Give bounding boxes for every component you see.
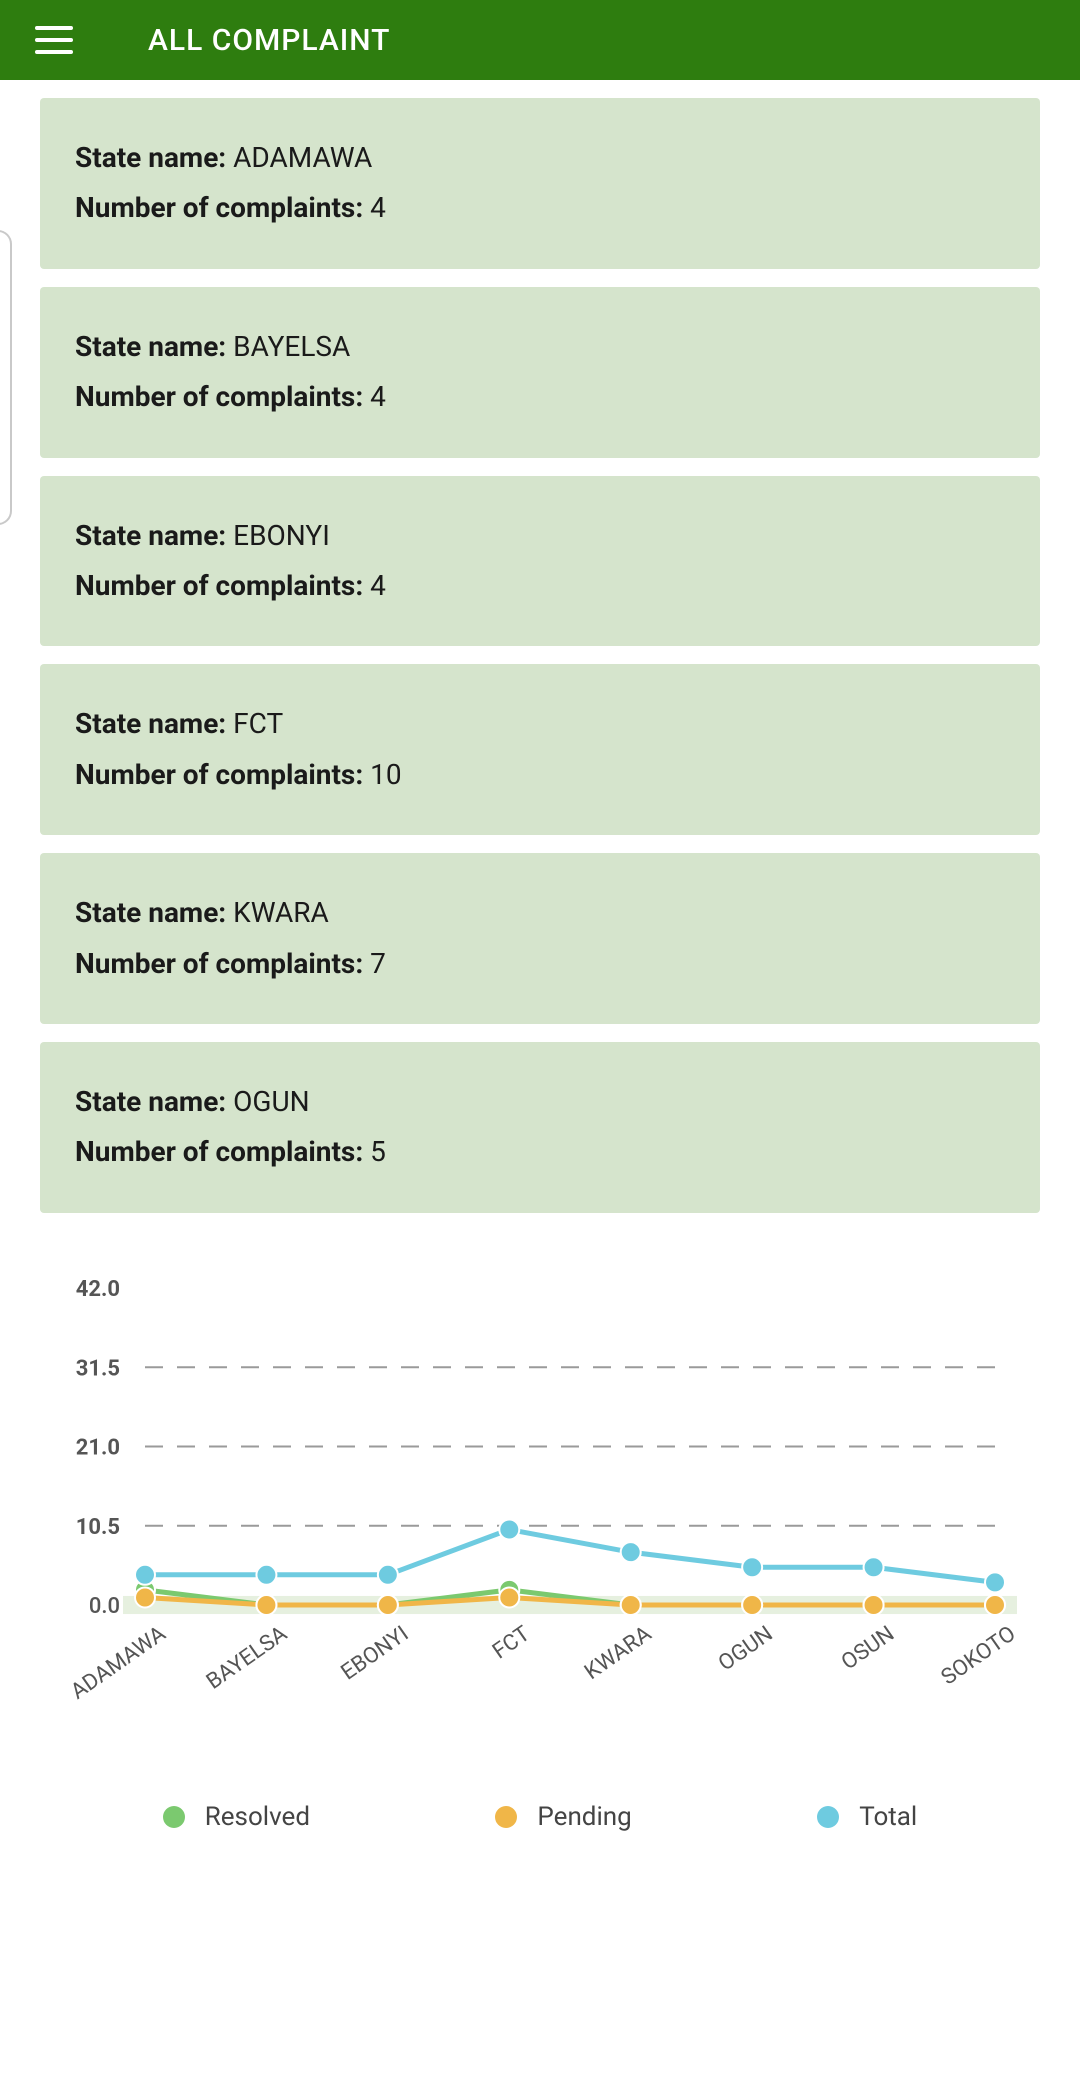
legend-label: Total	[859, 1802, 917, 1832]
complaint-count-line: Number of complaints: 4	[75, 183, 1005, 233]
svg-text:SOKOTO: SOKOTO	[937, 1621, 1021, 1690]
svg-text:OSUN: OSUN	[837, 1621, 899, 1675]
state-name-line: State name: KWARA	[75, 888, 1005, 938]
legend-pending: Pending	[495, 1802, 631, 1832]
page-title: ALL COMPLAINT	[148, 23, 390, 58]
svg-text:31.5: 31.5	[76, 1356, 120, 1381]
state-name-line: State name: EBONYI	[75, 511, 1005, 561]
state-card[interactable]: State name: EBONYINumber of complaints: …	[40, 476, 1040, 647]
complaint-count-line: Number of complaints: 7	[75, 939, 1005, 989]
complaint-count-line: Number of complaints: 5	[75, 1127, 1005, 1177]
svg-text:KWARA: KWARA	[580, 1621, 656, 1685]
complaints-chart: 0.0 10.5 21.0 31.5 42.0 ADAMAWA BAYELSA EBONYI F…	[40, 1273, 1040, 1777]
svg-text:BAYELSA: BAYELSA	[202, 1621, 292, 1695]
legend-label: Pending	[537, 1802, 631, 1832]
app-header: ALL COMPLAINT	[0, 0, 1080, 80]
chart-legend: Resolved Pending Total	[40, 1802, 1040, 1852]
complaint-count-line: Number of complaints: 4	[75, 561, 1005, 611]
legend-resolved: Resolved	[163, 1802, 310, 1832]
svg-text:FCT: FCT	[488, 1621, 535, 1664]
state-name-line: State name: FCT	[75, 699, 1005, 749]
complaint-count-line: Number of complaints: 10	[75, 750, 1005, 800]
complaint-count-line: Number of complaints: 4	[75, 372, 1005, 422]
svg-text:OGUN: OGUN	[714, 1621, 778, 1676]
svg-text:0.0: 0.0	[89, 1594, 120, 1619]
svg-text:42.0: 42.0	[76, 1277, 120, 1302]
main-content: State name: ADAMAWANumber of complaints:…	[0, 98, 1080, 1892]
legend-total: Total	[817, 1802, 917, 1832]
state-name-line: State name: BAYELSA	[75, 322, 1005, 372]
state-name-line: State name: OGUN	[75, 1077, 1005, 1127]
svg-text:EBONYI: EBONYI	[337, 1621, 414, 1685]
menu-icon[interactable]	[35, 16, 83, 64]
state-card[interactable]: State name: BAYELSANumber of complaints:…	[40, 287, 1040, 458]
state-card[interactable]: State name: FCTNumber of complaints: 10	[40, 664, 1040, 835]
legend-label: Resolved	[205, 1802, 310, 1832]
state-card[interactable]: State name: ADAMAWANumber of complaints:…	[40, 98, 1040, 269]
svg-text:10.5: 10.5	[76, 1514, 120, 1539]
drawer-handle[interactable]	[0, 230, 12, 525]
svg-text:ADAMAWA: ADAMAWA	[67, 1621, 171, 1705]
state-card[interactable]: State name: KWARANumber of complaints: 7	[40, 853, 1040, 1024]
svg-text:21.0: 21.0	[76, 1435, 120, 1460]
state-card[interactable]: State name: OGUNNumber of complaints: 5	[40, 1042, 1040, 1213]
state-name-line: State name: ADAMAWA	[75, 133, 1005, 183]
